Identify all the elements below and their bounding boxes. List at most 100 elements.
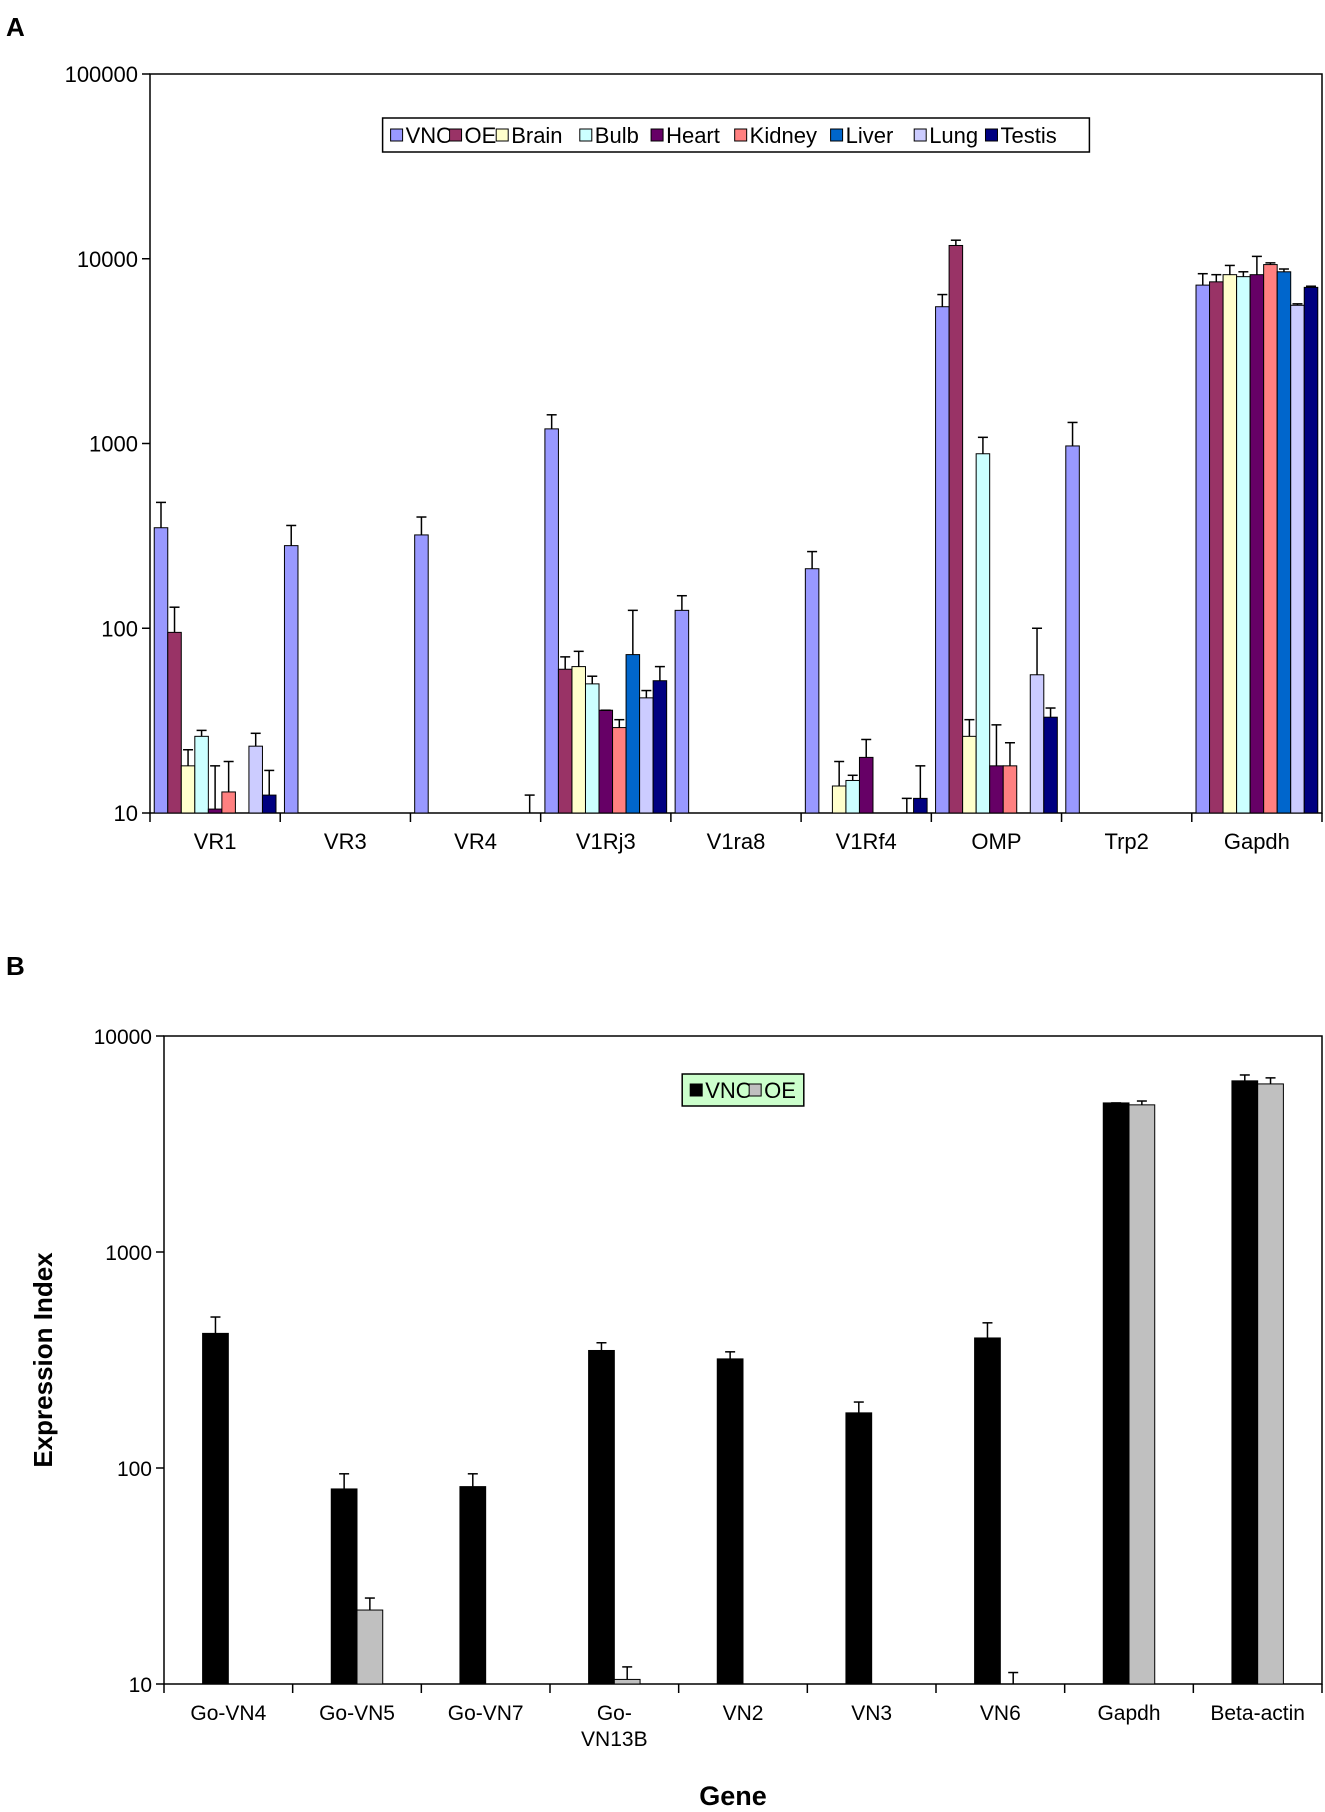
legend-swatch [748,1083,762,1097]
legend-swatch [984,128,998,142]
legend-label: Brain [511,123,562,148]
bar [804,568,820,814]
bar [639,697,654,814]
bar [1029,674,1045,814]
bar [935,306,950,814]
bar [557,668,573,814]
y-tick-label: 10 [129,1674,152,1697]
legend-label: Kidney [750,123,817,148]
bar [1290,304,1305,814]
bar [588,1349,615,1685]
legend-label: Testis [1000,123,1056,148]
legend-label: Liver [846,123,894,148]
bar [962,735,977,814]
y-tick-label: 10000 [77,247,138,272]
bar [1209,281,1224,814]
y-tick-label: 100000 [65,62,138,87]
bar [584,683,600,814]
bar [1231,1080,1259,1685]
legend-swatch [390,128,404,142]
chart-panel-b: B 10 100 1000 10000 Go-VN4 Go-VN5 Go-VN7 Go- VN13… [6,951,1323,1811]
x-tick-label: V1ra8 [707,829,766,854]
bar [989,765,1004,814]
bar [459,1486,487,1685]
bar [598,709,614,814]
x-tick-label: Go-VN4 [190,1702,266,1725]
bar [716,1358,744,1685]
bar [261,794,277,814]
x-tick-label: Go-VN5 [319,1702,395,1725]
y-tick-label: 1000 [89,432,138,457]
bar [1303,286,1319,814]
chart-panel-a: A 10 100 1000 10000 100000 VR1 VR3 VR4 V1Rj3 V1ra8… [6,12,1323,854]
x-tick-label: VR3 [324,829,367,854]
legend: VNO OE Brain Bulb Heart Kidney Liver Lung Testis [381,117,1091,153]
legend-label: OE [465,123,497,148]
bar [1065,445,1080,814]
legend-label: Lung [929,123,978,148]
bar [1222,274,1238,814]
bar [180,765,196,814]
x-tick-label: VN13B [581,1728,648,1751]
bar [975,453,991,814]
bar [948,244,964,814]
bar [1002,765,1018,814]
bar [167,631,182,814]
legend-label: Bulb [595,123,639,148]
bar [356,1609,384,1685]
x-tick-label: Gapdh [1224,829,1290,854]
bar [974,1337,1001,1685]
bar [1236,276,1251,814]
legend-swatch [650,128,664,142]
bar [1263,264,1278,814]
plot-area [149,73,1323,814]
bar [194,735,209,814]
bar [414,534,429,814]
x-tick-label: Gapdh [1097,1702,1160,1725]
x-tick-label: V1Rj3 [576,829,636,854]
legend-label: VNO [705,1078,753,1103]
bar [1195,284,1211,814]
bar [831,785,847,814]
bar [625,654,641,814]
bar [858,756,874,814]
x-tick-label: Go- [597,1702,632,1725]
x-tick-label: Go-VN7 [448,1702,524,1725]
y-tick-label: 10 [114,801,138,826]
bar [1102,1102,1130,1685]
x-tick-label: Beta-actin [1210,1702,1305,1725]
bar [1257,1083,1284,1685]
x-tick-label: VN3 [851,1702,892,1725]
x-tick-label: VR4 [454,829,497,854]
bar [202,1332,229,1685]
x-tick-label: OMP [971,829,1021,854]
y-tick-label: 100 [101,616,138,641]
x-tick-label: VN6 [980,1702,1021,1725]
x-tick-label: V1Rf4 [836,829,897,854]
bar [612,727,627,814]
x-tick-label: VN2 [723,1702,764,1725]
legend-swatch [689,1083,703,1097]
bar [913,797,928,814]
bar [652,680,668,814]
bar [1043,716,1058,814]
bar [845,1412,873,1685]
bar [544,428,559,814]
legend-swatch [495,128,509,142]
bar [845,779,860,814]
bar [1249,274,1265,814]
bar [330,1488,358,1685]
legend-label: OE [764,1078,796,1103]
bar [1276,271,1292,814]
legend-label: VNO [406,123,454,148]
panel-label: B [6,951,25,981]
bar [207,808,223,814]
legend-swatch [913,128,927,142]
bar [613,1678,641,1685]
x-tick-label: VR1 [194,829,237,854]
legend-swatch [830,128,844,142]
legend-swatch [734,128,748,142]
bar [153,527,169,814]
y-tick-label: 10000 [94,1026,152,1049]
legend-label: Heart [666,123,720,148]
